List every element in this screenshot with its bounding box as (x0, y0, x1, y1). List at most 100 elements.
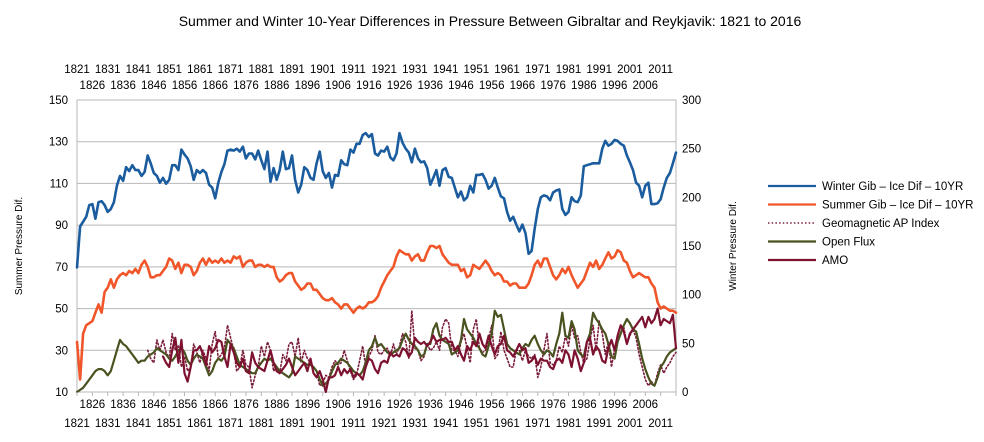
left-tick-label: 50 (55, 304, 68, 316)
x-tick-label: 1996 (602, 80, 628, 92)
x-tick-label: 1921 (371, 64, 397, 76)
x-tick-label: 2006 (632, 399, 658, 411)
series-line-geomagnetic-ap-index (146, 309, 677, 389)
x-tick-label: 1936 (417, 80, 443, 92)
x-tick-label: 1906 (325, 399, 351, 411)
left-tick-label: 130 (49, 137, 68, 149)
x-tick-label: 2001 (617, 64, 643, 76)
x-tick-label: 1821 (64, 418, 90, 430)
x-tick-label: 1976 (540, 80, 566, 92)
x-tick-label: 1881 (249, 418, 275, 430)
left-tick-label: 90 (55, 220, 68, 232)
x-tick-label: 1896 (295, 399, 321, 411)
x-tick-label: 1901 (310, 418, 336, 430)
x-tick-label: 1941 (433, 418, 459, 430)
x-tick-label: 1821 (64, 64, 90, 76)
x-tick-label: 1961 (494, 418, 520, 430)
plot-area-frame (76, 99, 677, 393)
legend: Winter Gib – Ice Dif – 10YR Summer Gib – … (768, 181, 973, 267)
x-tick-label: 1931 (402, 64, 428, 76)
x-tick-label: 1981 (556, 418, 582, 430)
x-tick-label: 1841 (126, 64, 152, 76)
x-tick-label: 1956 (479, 399, 505, 411)
legend-label: Winter Gib – Ice Dif – 10YR (822, 181, 963, 193)
x-tick-label: 1971 (525, 64, 551, 76)
right-axis-ticks: 300 250 200 150 100 50 0 (682, 95, 701, 399)
x-tick-label: 1936 (417, 399, 443, 411)
left-tick-label: 150 (49, 95, 68, 107)
right-axis-label: Winter Pressure Dif. (728, 201, 739, 290)
right-tick-label: 200 (682, 192, 701, 204)
x-tick-label: 1961 (494, 64, 520, 76)
x-tick-label: 1981 (556, 64, 582, 76)
left-tick-label: 10 (55, 387, 68, 399)
x-tick-label: 1911 (341, 64, 366, 76)
x-axis-ticks: 1821 1831 1841 1851 1861 1871 1881 1891 1901 1911… (64, 64, 677, 430)
right-tick-label: 250 (682, 144, 701, 156)
right-tick-label: 100 (682, 290, 701, 302)
x-tick-label: 1886 (264, 399, 290, 411)
chart-title: Summer and Winter 10-Year Differences in… (179, 13, 802, 29)
x-tick-label: 1861 (187, 418, 213, 430)
legend-label: Summer Gib – Ice Dif – 10YR (822, 200, 973, 212)
x-tick-label: 1891 (279, 64, 305, 76)
x-tick-label: 1876 (233, 80, 259, 92)
x-tick-label: 2006 (632, 80, 658, 92)
x-tick-label: 1956 (479, 80, 505, 92)
x-tick-label: 2011 (648, 64, 673, 76)
x-tick-label: 1931 (402, 418, 428, 430)
x-tick-label: 1896 (295, 80, 321, 92)
x-tick-label: 1946 (448, 80, 474, 92)
series-line-summer-gib-ice-dif-10yr (75, 244, 678, 381)
x-tick-label: 1926 (387, 399, 413, 411)
x-tick-label: 1901 (310, 64, 336, 76)
x-tick-label: 1861 (187, 64, 213, 76)
x-tick-label: 1891 (279, 418, 305, 430)
x-tick-label: 1926 (387, 80, 413, 92)
left-tick-label: 70 (55, 262, 68, 274)
x-tick-label: 1916 (356, 399, 382, 411)
x-tick-label: 1946 (448, 399, 474, 411)
left-axis-ticks: 150 130 110 90 70 50 30 10 (49, 95, 68, 399)
x-tick-label: 1991 (586, 418, 612, 430)
x-tick-label: 1826 (80, 80, 106, 92)
x-tick-label: 1881 (249, 64, 275, 76)
x-tick-label: 1906 (325, 80, 351, 92)
x-tick-label: 1976 (540, 399, 566, 411)
x-tick-label: 1991 (586, 64, 612, 76)
x-tick-label: 2011 (648, 418, 673, 430)
x-tick-label: 1856 (172, 399, 198, 411)
x-tick-label: 1951 (464, 418, 490, 430)
x-tick-label: 1916 (356, 80, 382, 92)
x-tick-label: 1846 (141, 80, 167, 92)
x-tick-label: 1841 (126, 418, 152, 430)
right-tick-label: 50 (682, 338, 695, 350)
x-tick-label: 1856 (172, 80, 198, 92)
x-tick-label: 1941 (433, 64, 459, 76)
x-tick-label: 1836 (110, 80, 136, 92)
legend-label: Open Flux (822, 237, 875, 249)
x-tick-label: 1871 (218, 64, 244, 76)
series-layer (75, 131, 678, 394)
legend-label: Geomagnetic AP Index (822, 218, 940, 230)
x-tick-label: 2001 (617, 418, 643, 430)
series-line-winter-gib-ice-dif-10yr (75, 131, 678, 269)
x-tick-label: 1876 (233, 399, 259, 411)
right-tick-label: 150 (682, 241, 701, 253)
right-tick-label: 0 (682, 387, 688, 399)
series-line-amo (161, 307, 678, 394)
x-tick-label: 1851 (156, 418, 182, 430)
x-tick-label: 1831 (95, 418, 121, 430)
x-tick-label: 1911 (341, 418, 366, 430)
x-tick-label: 1851 (156, 64, 182, 76)
x-tick-label: 1986 (571, 399, 597, 411)
x-tick-label: 1836 (110, 399, 136, 411)
x-tick-label: 1966 (510, 80, 536, 92)
x-tick-label: 1996 (602, 399, 628, 411)
left-tick-label: 30 (55, 345, 68, 357)
x-tick-label: 1921 (371, 418, 397, 430)
x-tick-label: 1966 (510, 399, 536, 411)
left-tick-label: 110 (50, 178, 68, 190)
x-tick-label: 1831 (95, 64, 121, 76)
